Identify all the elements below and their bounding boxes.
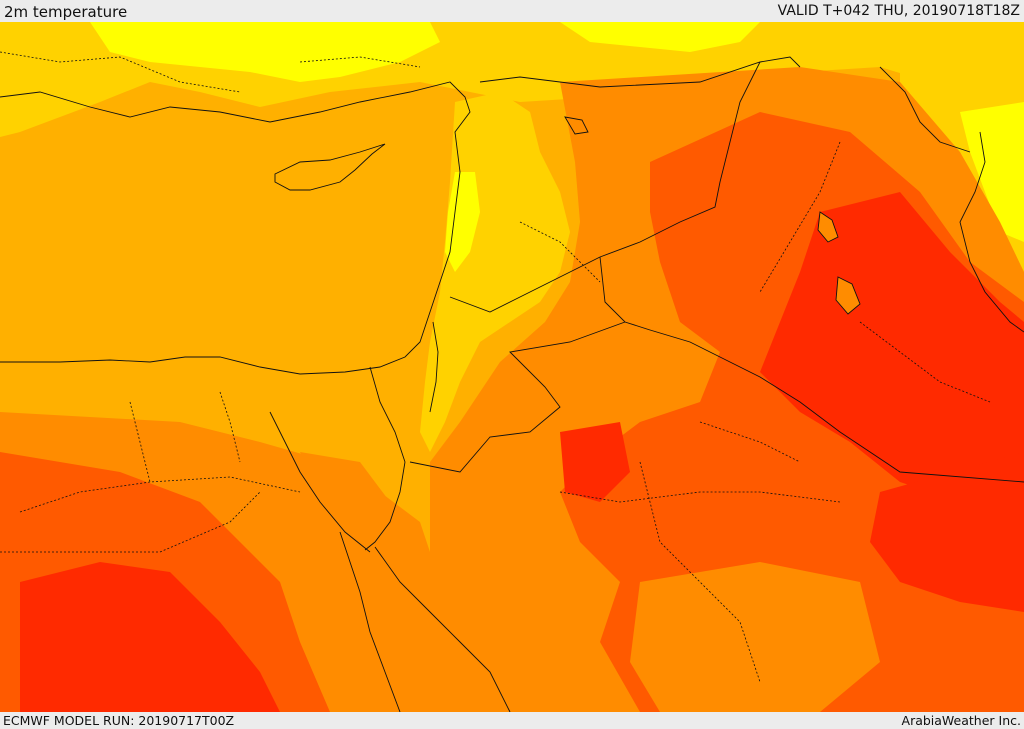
map-header: 2m temperature VALID T+042 THU, 20190718… bbox=[0, 0, 1024, 22]
model-run-label: ECMWF MODEL RUN: 20190717T00Z bbox=[3, 713, 235, 728]
hottest-zone-arabia bbox=[870, 452, 1024, 612]
coolest-zone-north bbox=[90, 22, 440, 82]
credit-label: ArabiaWeather Inc. bbox=[901, 713, 1021, 728]
coolest-zone-lebanon bbox=[445, 172, 480, 272]
map-footer: ECMWF MODEL RUN: 20190717T00Z ArabiaWeat… bbox=[0, 712, 1024, 729]
map-title: 2m temperature bbox=[4, 3, 128, 21]
hottest-zone-nefud bbox=[560, 422, 630, 502]
hottest-zone-mesopotamia bbox=[760, 192, 1024, 502]
coolest-zone-anatolia bbox=[560, 22, 760, 52]
coolest-zone-zagros bbox=[960, 102, 1024, 242]
country-borders bbox=[369, 56, 1024, 483]
hottest-zone-sahara bbox=[20, 562, 280, 712]
coastlines bbox=[0, 81, 1024, 712]
valid-time-label: VALID T+042 THU, 20190718T18Z bbox=[777, 3, 1020, 19]
hot-zone-sinai bbox=[300, 452, 390, 542]
temperature-map[interactable] bbox=[0, 22, 1024, 712]
lakes bbox=[564, 116, 861, 315]
map-canvas bbox=[0, 22, 1024, 712]
hot-zone-arabia-south bbox=[630, 562, 880, 712]
province-borders bbox=[0, 51, 991, 683]
red-sea-zone bbox=[330, 532, 490, 712]
